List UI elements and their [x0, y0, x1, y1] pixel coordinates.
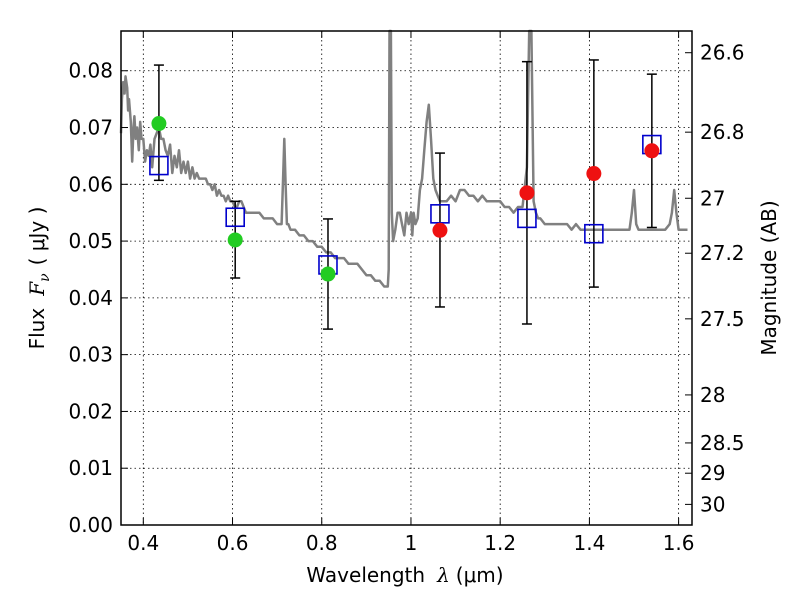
observed-point: [432, 222, 448, 238]
spectrum-line: [119, 29, 688, 288]
model-photometry-box: [149, 155, 169, 176]
y-tick-label: 0.04: [68, 286, 113, 310]
model-photometry-boxes: [149, 134, 662, 275]
observed-point: [519, 185, 535, 201]
y-tick-label: 0.03: [68, 343, 113, 367]
magnitude-axis-ticks: 26.6 26.8 27 27.2 27.5 28 28.5 29 30: [685, 41, 745, 516]
y-axis-title-prefix: Flux: [25, 308, 49, 350]
x-axis-title: Wavelength λ (μm): [306, 563, 503, 587]
model-photometry-box: [584, 223, 604, 244]
model-photometry-box: [517, 208, 537, 229]
y-axis-title-symbol: F: [25, 281, 49, 297]
y2-axis-title: Magnitude (AB): [757, 200, 781, 355]
y-axis-title-symbol-sub: ν: [37, 273, 53, 282]
y-tick-label: 0.07: [68, 116, 113, 140]
mag-tick-label: 27.5: [700, 307, 745, 331]
x-tick-label: 0.8: [306, 531, 338, 555]
y-tick-label: 0.05: [68, 229, 113, 253]
y-axis-title: Flux Fν ( μJy ): [25, 207, 53, 350]
x-tick-label: 1: [405, 531, 418, 555]
x-axis-title-prefix: Wavelength: [306, 563, 425, 587]
x-axis-ticks: 0.4 0.6 0.8 1 1.2 1.4 1.6: [127, 31, 695, 555]
observed-photometry-points: [151, 116, 660, 282]
y-tick-label: 0.06: [68, 172, 113, 196]
mag-tick-label: 28: [700, 383, 725, 407]
y-axis-title-unit: ( μJy ): [25, 207, 49, 266]
y-tick-label: 0.02: [68, 399, 113, 423]
x-tick-label: 1.4: [573, 531, 605, 555]
observed-point: [586, 166, 602, 182]
error-bars: [153, 59, 657, 330]
mag-tick-label: 27: [700, 186, 725, 210]
mag-tick-label: 27.2: [700, 241, 745, 265]
x-tick-label: 1.2: [484, 531, 516, 555]
observed-point: [151, 116, 167, 132]
model-spectrum: [119, 29, 688, 288]
observed-point: [227, 232, 243, 248]
model-photometry-box: [225, 207, 245, 228]
y-tick-label: 0.01: [68, 456, 113, 480]
y-tick-label: 0.00: [68, 513, 113, 537]
mag-tick-label: 30: [700, 492, 725, 516]
x-tick-label: 1.6: [663, 531, 695, 555]
observed-point: [320, 266, 336, 282]
y-axis-ticks: 0.00 0.01 0.02 0.03 0.04 0.05 0.06 0.07 0.08: [68, 59, 128, 537]
observed-point: [644, 143, 660, 159]
x-axis-title-symbol: λ: [436, 563, 450, 587]
x-tick-label: 0.6: [217, 531, 249, 555]
grid-lines: [121, 31, 692, 525]
plot-frame: [120, 30, 693, 526]
x-tick-label: 0.4: [127, 531, 159, 555]
y-tick-label: 0.08: [68, 59, 113, 83]
x-axis-title-unit: (μm): [456, 563, 504, 587]
mag-tick-label: 28.5: [700, 431, 745, 455]
mag-tick-label: 29: [700, 461, 725, 485]
mag-tick-label: 26.6: [700, 41, 745, 65]
mag-tick-label: 26.8: [700, 120, 745, 144]
